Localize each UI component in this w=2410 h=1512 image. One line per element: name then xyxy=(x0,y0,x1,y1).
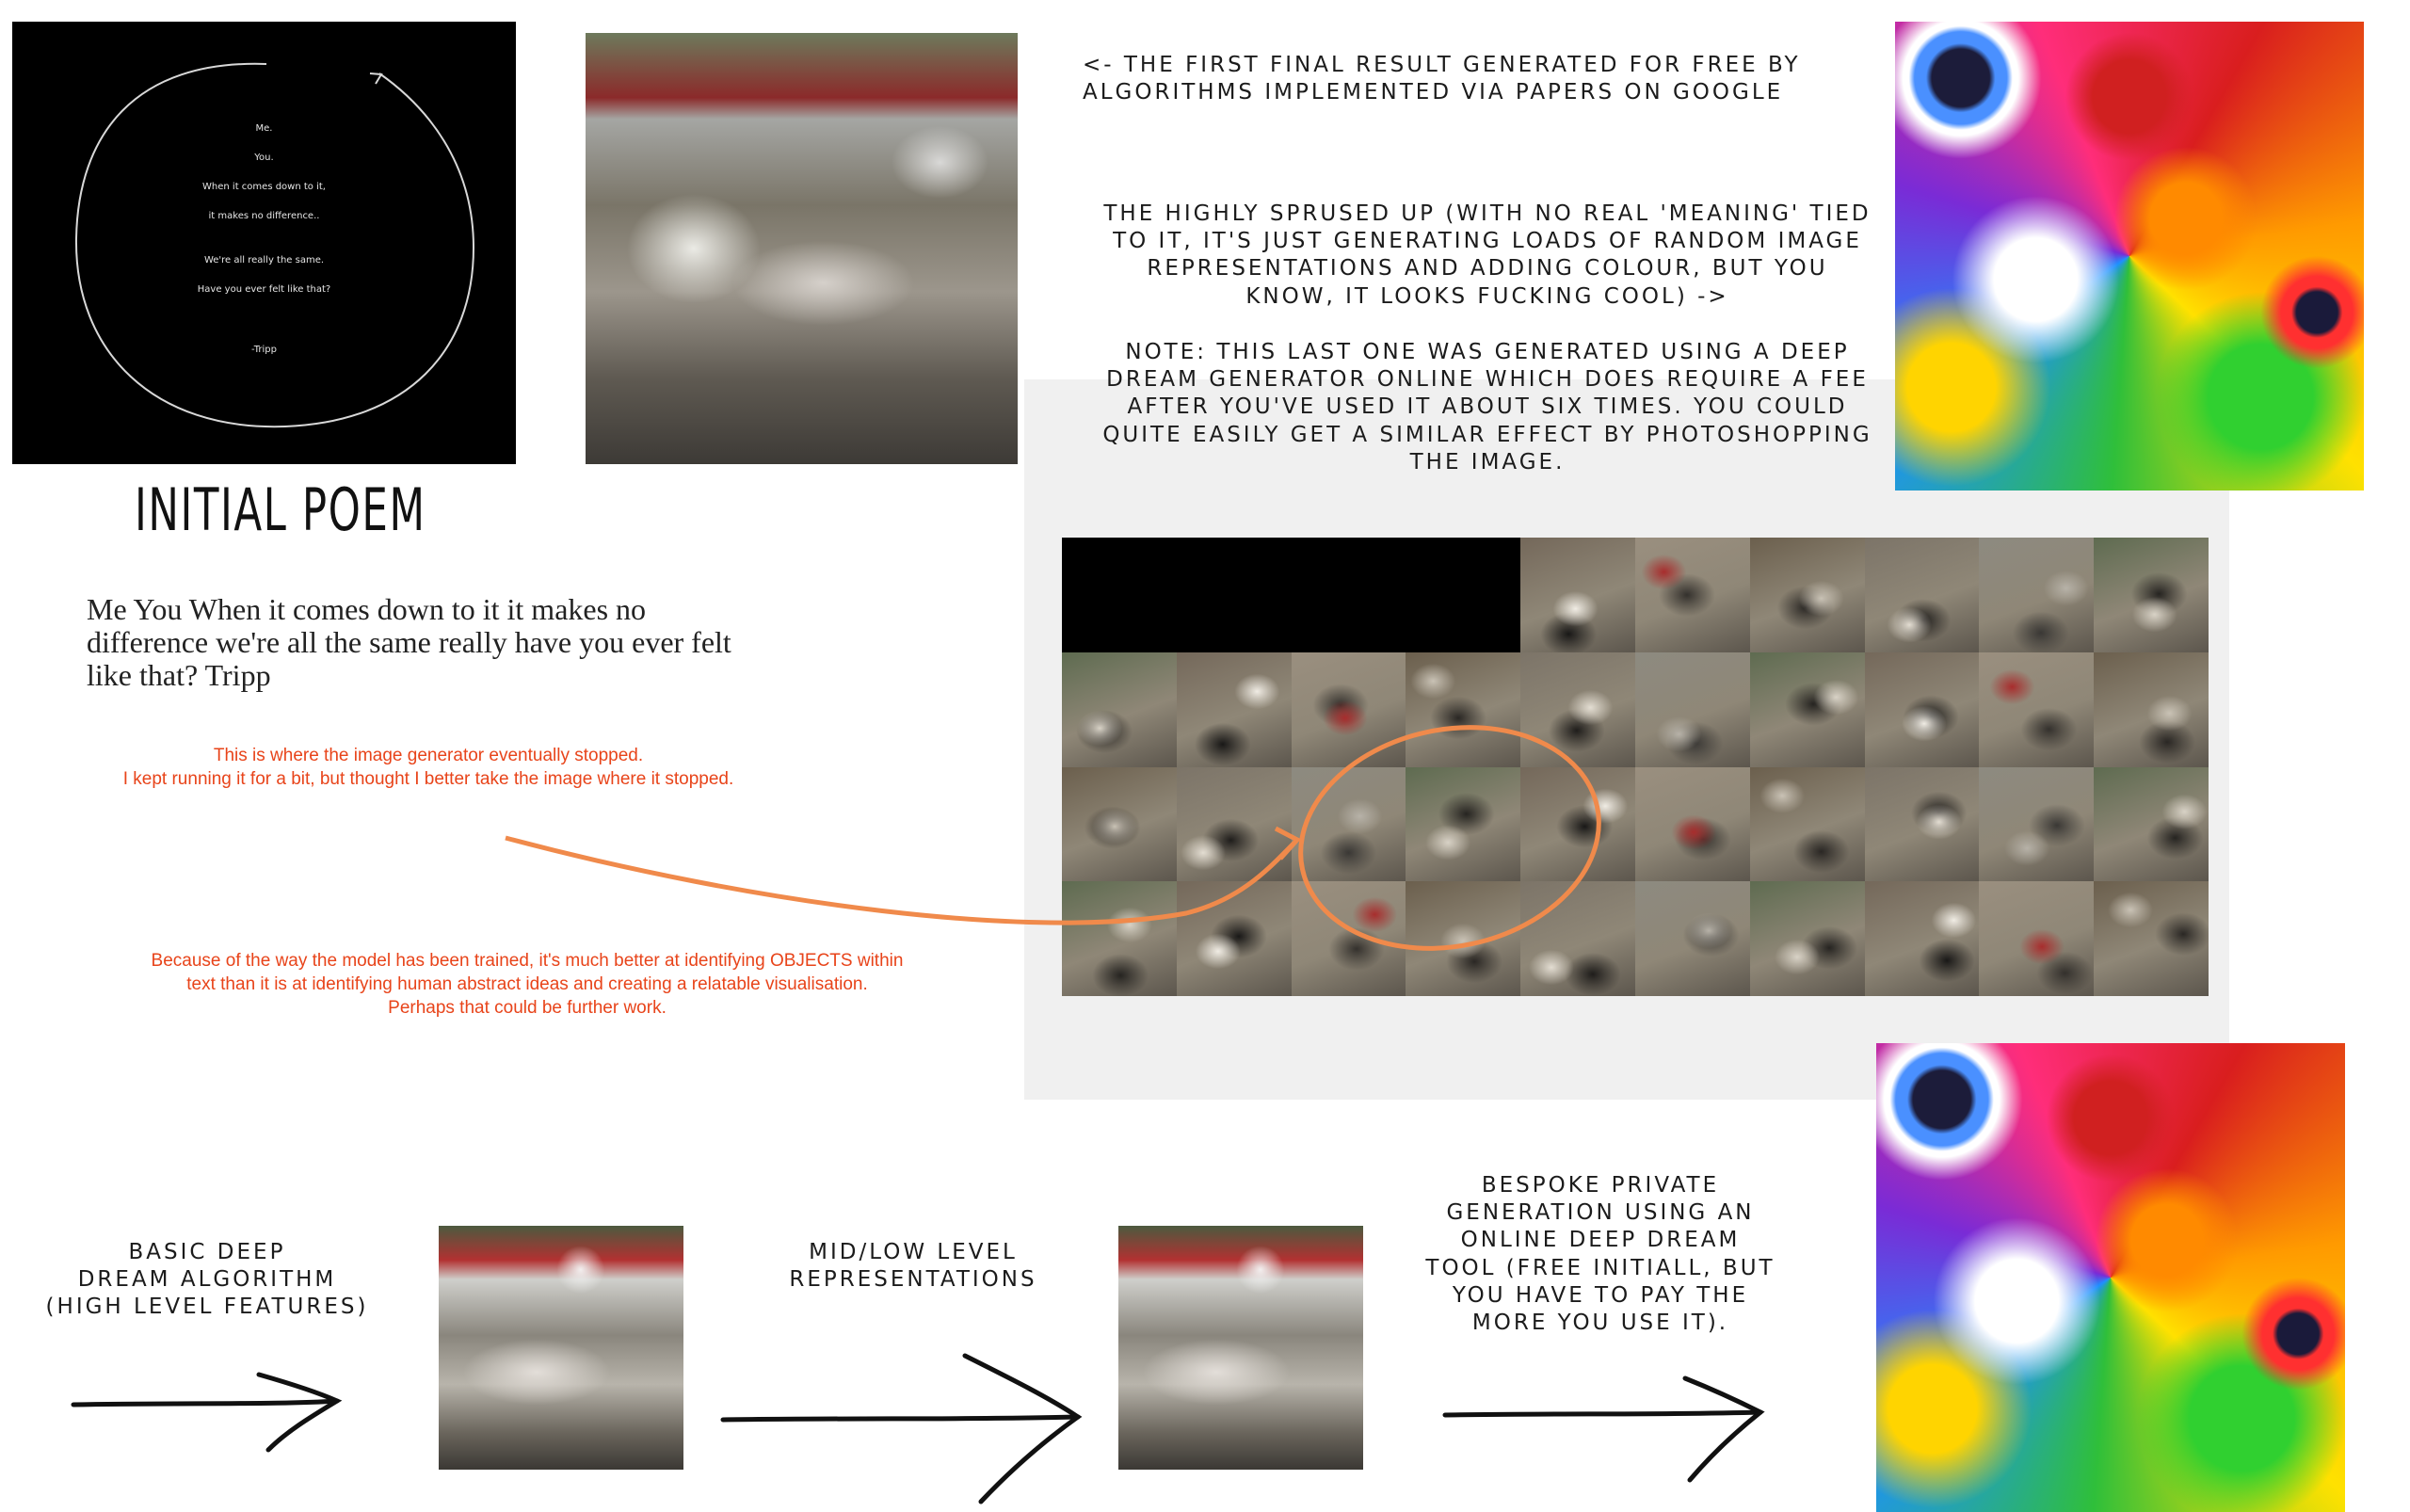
caption-spruced: THE HIGHLY SPRUSED UP (WITH NO REAL 'MEA… xyxy=(1073,201,1902,311)
caption-line: ALGORITHMS IMPLEMENTED VIA PAPERS ON GOO… xyxy=(1083,80,1784,105)
caption-line: DREAM ALGORITHM xyxy=(77,1267,337,1293)
step-mid-image xyxy=(1118,1226,1363,1470)
generation-frame xyxy=(1749,651,1865,767)
note-model: Because of the way the model has been tr… xyxy=(56,949,998,1020)
generation-frame xyxy=(1979,766,2095,882)
caption-line: BASIC DEEP xyxy=(128,1240,286,1264)
caption-line: AFTER YOU'VE USED IT ABOUT SIX TIMES. YO… xyxy=(1127,394,1848,420)
generation-frame xyxy=(1749,881,1865,996)
generation-frame xyxy=(1635,651,1750,767)
caption-line: REPRESENTATIONS AND ADDING COLOUR, BUT Y… xyxy=(1147,256,1828,281)
generation-frame xyxy=(1406,881,1521,996)
generation-frame xyxy=(1749,766,1865,882)
generation-frame xyxy=(1291,766,1406,882)
step-basic-caption: BASIC DEEP DREAM ALGORITHM (HIGH LEVEL F… xyxy=(38,1239,377,1322)
generation-frame xyxy=(1406,651,1521,767)
caption-line: THE IMAGE. xyxy=(1409,449,1566,475)
generation-frame xyxy=(1864,881,1980,996)
initial-poem-title: INITIAL POEM xyxy=(135,475,426,544)
generation-frame xyxy=(1635,881,1750,996)
generation-frame xyxy=(2094,881,2209,996)
caption-line: BESPOKE PRIVATE xyxy=(1481,1173,1720,1198)
generation-frame xyxy=(2094,651,2209,767)
generation-frame xyxy=(1520,881,1635,996)
poem-text: Me You When it comes down to it it makes… xyxy=(87,592,731,693)
hand-drawn-circle xyxy=(74,62,475,428)
caption-line: ONLINE DEEP DREAM xyxy=(1460,1228,1741,1253)
caption-line: THE HIGHLY SPRUSED UP (WITH NO REAL 'MEA… xyxy=(1103,201,1872,226)
generation-frame xyxy=(1864,651,1980,767)
first-dream-image xyxy=(586,33,1018,464)
generation-grid xyxy=(1062,538,2209,996)
generation-frame xyxy=(1291,538,1406,652)
caption-line: NOTE: THIS LAST ONE WAS GENERATED USING … xyxy=(1125,340,1850,364)
poem-line: Have you ever felt like that? xyxy=(197,284,331,295)
generation-frame xyxy=(1979,651,2095,767)
poem-line: When it comes down to it, xyxy=(202,182,326,192)
generation-frame xyxy=(1406,538,1521,652)
generation-frame xyxy=(2094,766,2209,882)
generation-frame xyxy=(1979,538,2095,652)
generation-frame xyxy=(2094,538,2209,652)
caption-note: NOTE: THIS LAST ONE WAS GENERATED USING … xyxy=(1073,339,1902,476)
psychedelic-image-bottom xyxy=(1876,1043,2345,1512)
poem-line: You. xyxy=(254,153,274,163)
generation-frame xyxy=(1864,538,1980,652)
arrow-right-icon xyxy=(1442,1375,1765,1483)
generation-frame xyxy=(1291,651,1406,767)
caption-line: REPRESENTATIONS xyxy=(789,1267,1037,1293)
generation-frame xyxy=(1062,766,1177,882)
poem-image: Me. You. When it comes down to it, it ma… xyxy=(12,22,516,464)
caption-line: <- THE FIRST FINAL RESULT GENERATED FOR … xyxy=(1083,53,1801,77)
caption-line: MORE YOU USE IT). xyxy=(1471,1311,1729,1336)
caption-line: (HIGH LEVEL FEATURES) xyxy=(45,1295,369,1320)
caption-line: YOU HAVE TO PAY THE xyxy=(1452,1282,1749,1308)
arrow-right-icon xyxy=(71,1372,343,1453)
generation-frame xyxy=(1062,651,1177,767)
generation-frame xyxy=(1635,538,1750,652)
arrow-right-icon xyxy=(720,1353,1083,1504)
step-bespoke-caption: BESPOKE PRIVATE GENERATION USING AN ONLI… xyxy=(1412,1172,1789,1337)
generation-frame xyxy=(1062,881,1177,996)
generation-frame xyxy=(1864,766,1980,882)
note-line: This is where the image generator eventu… xyxy=(213,746,644,765)
caption-line: TO IT, IT'S JUST GENERATING LOADS OF RAN… xyxy=(1113,229,1862,254)
note-stopped: This is where the image generator eventu… xyxy=(56,744,800,791)
psychedelic-image-top xyxy=(1895,22,2364,491)
caption-line: GENERATION USING AN xyxy=(1446,1200,1755,1226)
generation-frame xyxy=(1520,651,1635,767)
orange-arrow xyxy=(505,835,1296,925)
poem-line: We're all really the same. xyxy=(203,255,325,265)
generation-frame xyxy=(1062,538,1177,652)
generation-frame xyxy=(1291,881,1406,996)
highlight-ellipse xyxy=(1298,725,1601,951)
poem-line: it makes no difference.. xyxy=(208,211,320,221)
generation-frame xyxy=(1406,766,1521,882)
generation-frame xyxy=(1176,881,1292,996)
step-basic-image xyxy=(439,1226,683,1470)
caption-line: TOOL (FREE INITIALL, BUT xyxy=(1425,1255,1775,1280)
caption-line: MID/LOW LEVEL xyxy=(809,1240,1018,1264)
poem-line: Me. xyxy=(255,123,273,134)
generation-frame xyxy=(1520,538,1635,652)
generation-frame xyxy=(1176,651,1292,767)
note-line: Perhaps that could be further work. xyxy=(388,998,667,1019)
caption-line: DREAM GENERATOR ONLINE WHICH DOES REQUIR… xyxy=(1106,367,1869,393)
generation-frame xyxy=(1979,881,2095,996)
generation-frame xyxy=(1520,766,1635,882)
caption-line: KNOW, IT LOOKS FUCKING COOL) -> xyxy=(1245,283,1729,309)
generation-frame xyxy=(1635,766,1750,882)
note-line: Because of the way the model has been tr… xyxy=(151,951,904,971)
step-mid-caption: MID/LOW LEVEL REPRESENTATIONS xyxy=(753,1239,1073,1294)
generation-frame xyxy=(1176,538,1292,652)
caption-first-result: <- THE FIRST FINAL RESULT GENERATED FOR … xyxy=(1083,52,1826,106)
generation-frame xyxy=(1749,538,1865,652)
note-line: text than it is at identifying human abs… xyxy=(186,974,868,995)
note-line: I kept running it for a bit, but thought… xyxy=(122,769,734,790)
caption-line: QUITE EASILY GET A SIMILAR EFFECT BY PHO… xyxy=(1102,422,1872,447)
poem-line: -Tripp xyxy=(251,345,277,355)
